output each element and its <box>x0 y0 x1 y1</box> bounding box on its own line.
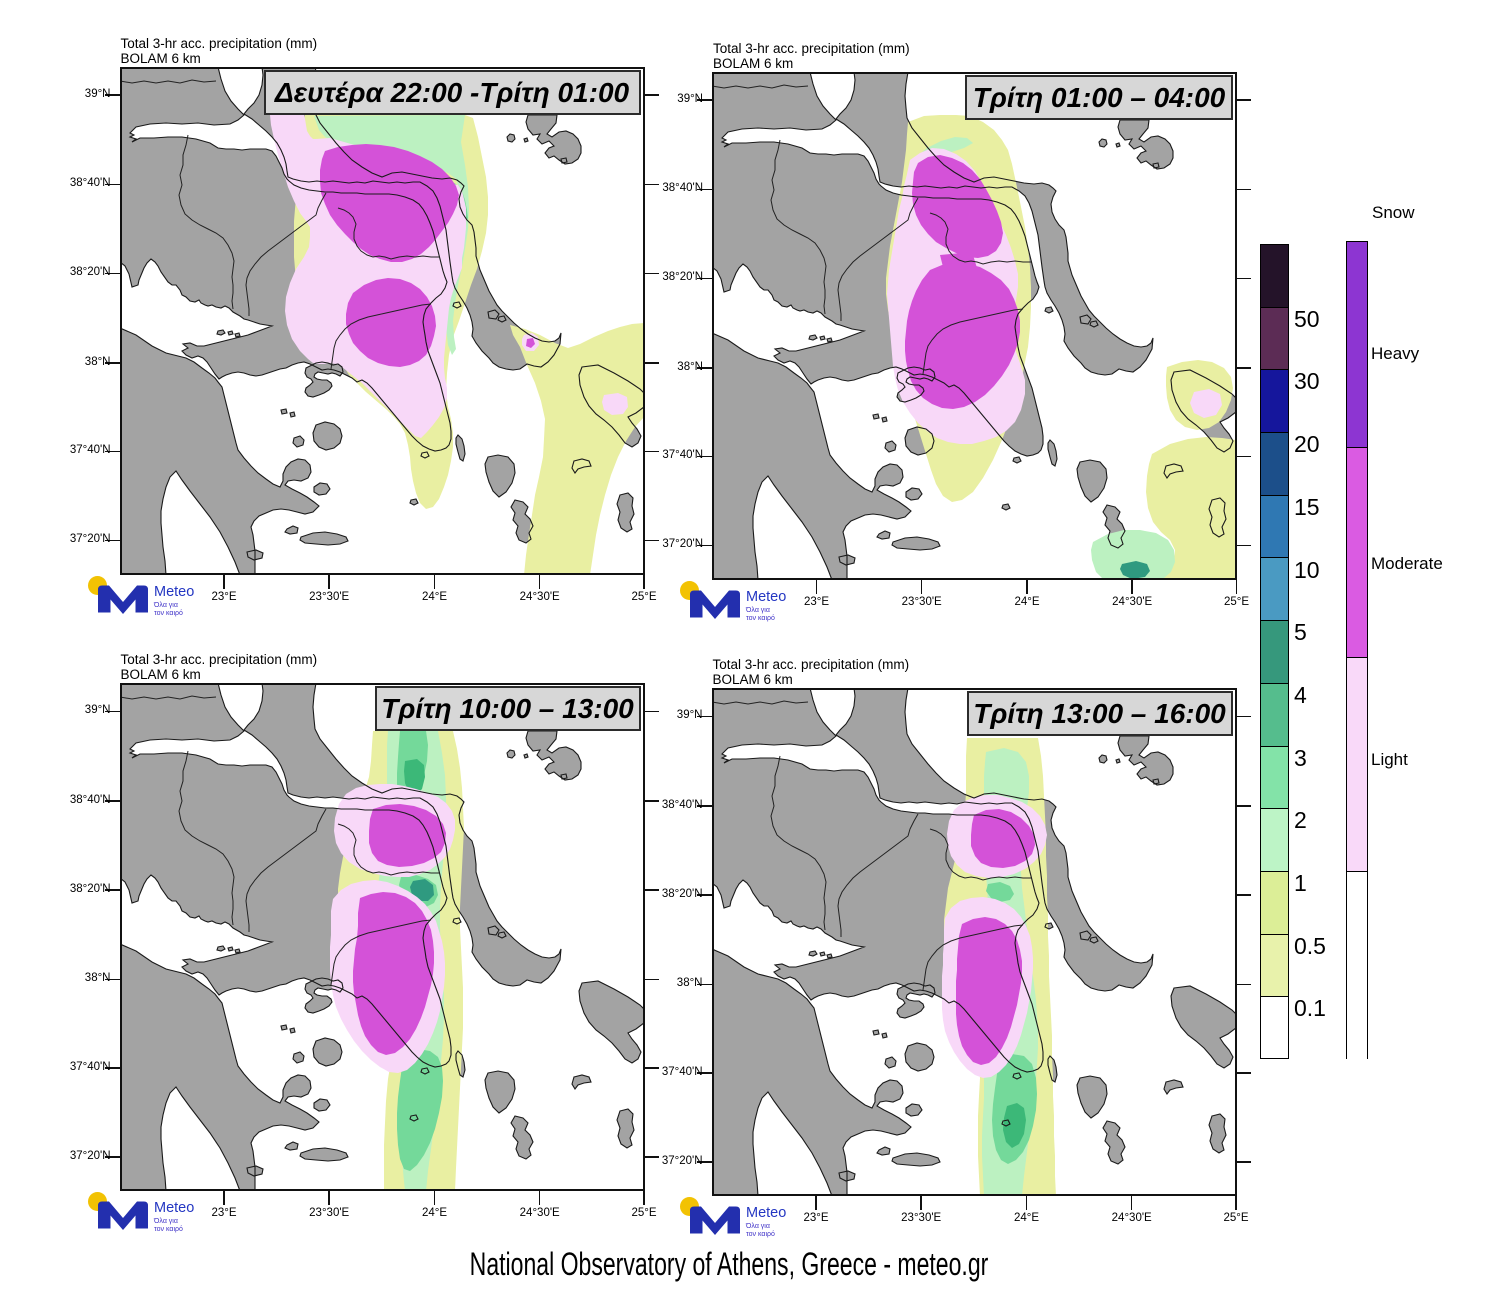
svg-text:τον καιρό: τον καιρό <box>746 1230 775 1238</box>
svg-text:Όλα για: Όλα για <box>745 607 770 614</box>
svg-text:τον καιρό: τον καιρό <box>154 1225 183 1233</box>
svg-text:Όλα για: Όλα για <box>153 602 178 609</box>
svg-text:Όλα για: Όλα για <box>153 1218 178 1225</box>
svg-text:Meteo: Meteo <box>154 1200 194 1216</box>
svg-text:τον καιρό: τον καιρό <box>746 614 775 622</box>
svg-text:Meteo: Meteo <box>746 589 786 605</box>
svg-text:Όλα για: Όλα για <box>745 1223 770 1230</box>
svg-text:τον καιρό: τον καιρό <box>154 609 183 617</box>
svg-text:Meteo: Meteo <box>154 584 194 600</box>
svg-text:Meteo: Meteo <box>746 1205 786 1221</box>
